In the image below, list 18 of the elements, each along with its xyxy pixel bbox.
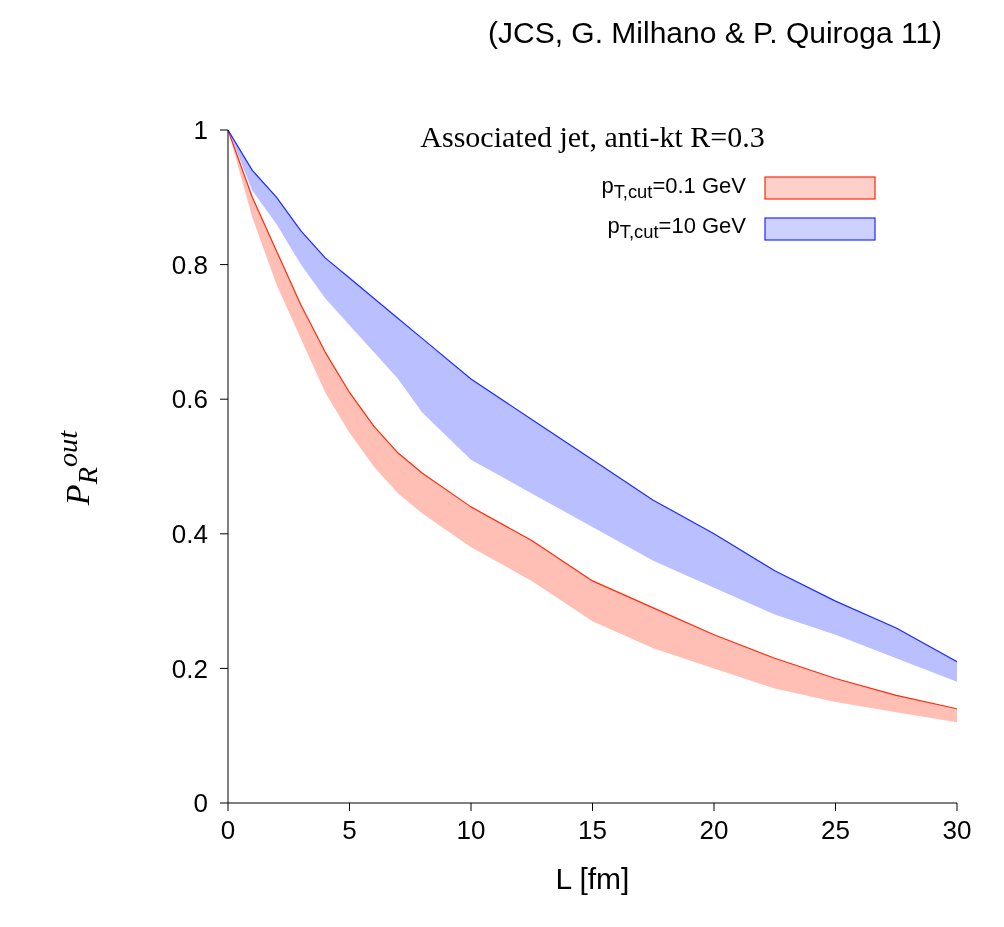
x-tick-label: 20 xyxy=(699,815,729,846)
x-axis-title: L [fm] xyxy=(554,862,631,896)
x-tick-label: 10 xyxy=(456,815,486,846)
y-tick-label: 1 xyxy=(193,115,208,146)
legend-label: p$_{T,cut}$=0.1 GeV xyxy=(601,173,746,204)
annotation: Associated jet, anti-kt R=0.3 xyxy=(419,120,766,154)
y-tick-label: 0.2 xyxy=(171,653,208,684)
x-tick-label: 30 xyxy=(942,815,972,846)
y-tick-label: 0.6 xyxy=(171,384,208,415)
x-tick-label: 0 xyxy=(220,815,236,846)
chart-title: (JCS, G. Milhano & P. Quiroga 11) xyxy=(488,16,943,50)
x-tick-label: 15 xyxy=(578,815,607,846)
y-tick-label: 0 xyxy=(193,788,208,819)
y-tick-label: 0.8 xyxy=(171,249,208,280)
y-tick-label: 0.4 xyxy=(171,519,208,550)
x-tick-label: 25 xyxy=(821,815,850,846)
x-tick-label: 5 xyxy=(342,815,357,846)
legend-label: p$_{T,cut}$=10 GeV xyxy=(607,213,746,244)
